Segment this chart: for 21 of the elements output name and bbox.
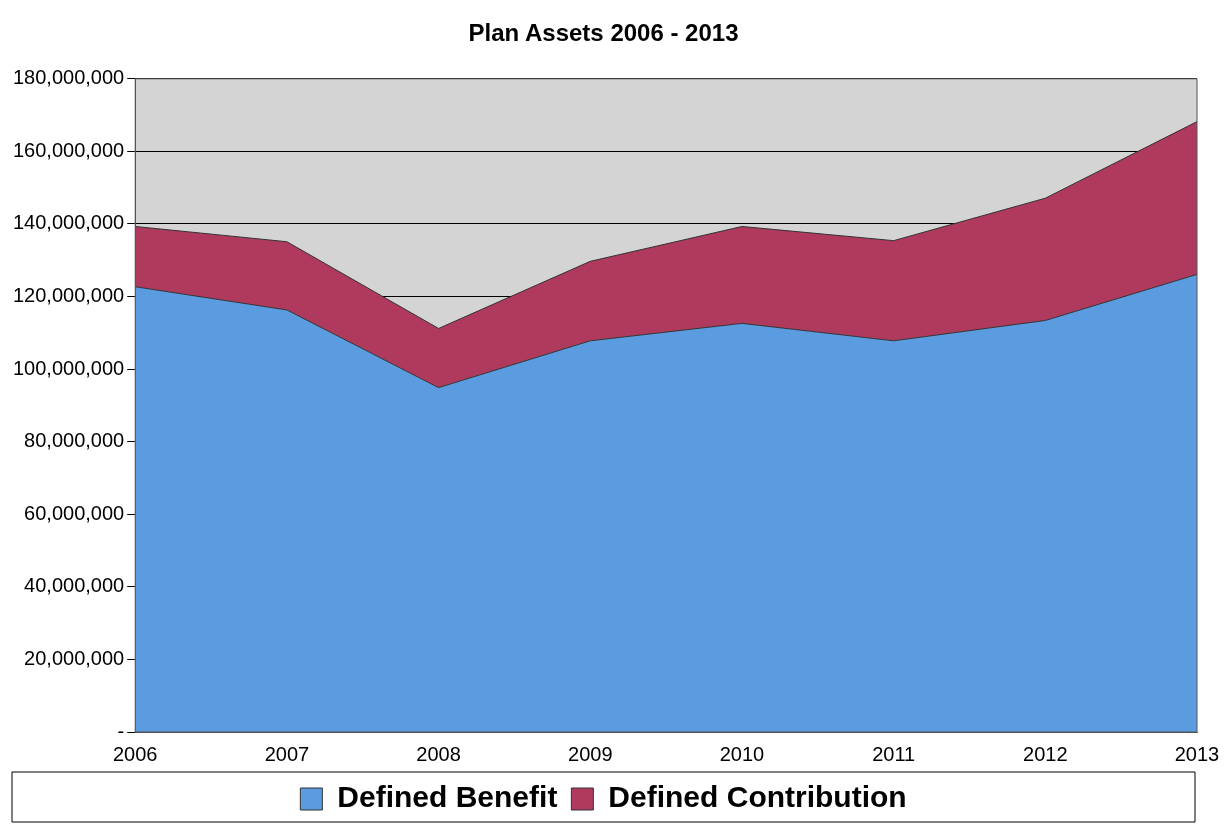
legend-label: Defined Benefit xyxy=(337,780,558,814)
x-tick-label: 2008 xyxy=(416,742,461,765)
x-tick-label: 2013 xyxy=(1174,742,1220,765)
x-tick-label: 2012 xyxy=(1023,742,1068,765)
y-tick-label: 40,000,000 xyxy=(24,574,125,597)
y-tick-label: 180,000,000 xyxy=(12,66,125,89)
y-tick-label: 80,000,000 xyxy=(24,429,125,452)
legend-label: Defined Contribution xyxy=(608,780,907,814)
chart-title: Plan Assets 2006 - 2013 xyxy=(468,19,739,47)
x-tick-label: 2010 xyxy=(719,742,765,765)
y-tick-label: 140,000,000 xyxy=(12,211,125,234)
x-tick-label: 2007 xyxy=(264,742,310,765)
x-tick-label: 2009 xyxy=(568,742,613,765)
y-tick-label: 120,000,000 xyxy=(12,284,125,307)
y-tick-label: 160,000,000 xyxy=(12,138,125,161)
x-tick-label: 2006 xyxy=(112,742,158,765)
y-tick-label: 60,000,000 xyxy=(24,501,125,524)
y-tick-label: - xyxy=(117,719,125,742)
y-tick-label: 20,000,000 xyxy=(24,646,125,669)
y-tick-label: 100,000,000 xyxy=(12,356,125,379)
x-tick-label: 2011 xyxy=(872,742,916,765)
